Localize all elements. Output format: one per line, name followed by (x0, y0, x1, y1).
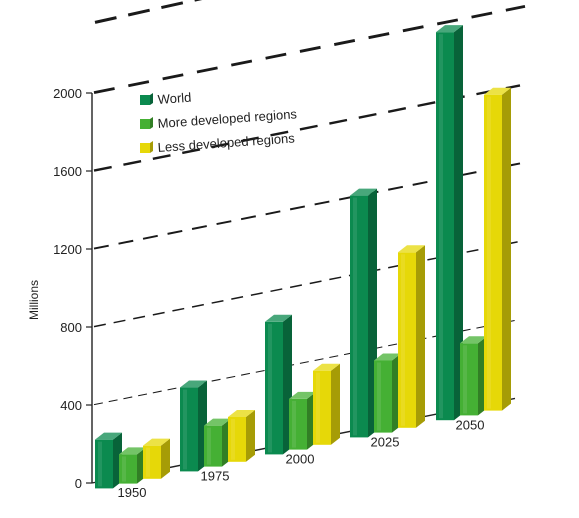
bar-front (436, 32, 454, 421)
bars (95, 25, 511, 489)
bar-front (119, 454, 137, 484)
bar-front (265, 321, 283, 455)
bar-highlight (487, 96, 491, 409)
bar-top (398, 245, 425, 253)
bar-top (204, 418, 231, 426)
bar-highlight (377, 362, 381, 431)
bar (119, 447, 146, 484)
bar-front (484, 94, 502, 411)
bar (95, 432, 122, 489)
bar-front (313, 370, 331, 445)
gridline (94, 0, 203, 24)
bar-front (180, 387, 198, 472)
bar-side (502, 87, 511, 411)
bar-top (484, 87, 511, 95)
legend-swatch-side (150, 117, 153, 129)
x-tick-label: 2000 (286, 451, 315, 466)
legend-label: More developed regions (157, 106, 298, 131)
bar (460, 336, 487, 416)
legend-swatch-side (150, 141, 153, 153)
bar-side (416, 245, 425, 428)
y-tick-label: 2000 (53, 86, 82, 101)
bar (265, 314, 292, 455)
bar-side (246, 409, 255, 462)
legend-swatch (140, 119, 150, 129)
bar-front (350, 195, 368, 438)
bar-front (143, 445, 161, 479)
bar (398, 245, 425, 428)
bar-highlight (353, 197, 357, 436)
bar (436, 25, 463, 421)
y-axis-label: Millions (27, 280, 41, 320)
bar-top (460, 336, 487, 344)
x-tick-label: 2050 (456, 417, 485, 432)
bar-side (454, 25, 463, 421)
bar-top (350, 188, 377, 196)
legend-swatch (140, 95, 150, 105)
bar-side (161, 438, 170, 479)
y-tick-label: 800 (60, 320, 82, 335)
bar-highlight (98, 441, 102, 487)
bar-highlight (207, 427, 211, 465)
legend-swatch-side (150, 93, 153, 105)
bar-top (228, 409, 255, 417)
bar-front (398, 252, 416, 428)
bar-front (374, 360, 392, 433)
bar-top (180, 380, 207, 388)
bar-highlight (316, 372, 320, 443)
bar (180, 380, 207, 472)
y-tick-label: 0 (75, 476, 82, 491)
bar (313, 363, 340, 445)
bar-top (289, 391, 316, 399)
bar-top (374, 353, 401, 361)
gridline (93, 5, 526, 94)
bar-front (289, 398, 307, 450)
bar-top (95, 432, 122, 440)
bar (484, 87, 511, 411)
bar-top (436, 25, 463, 33)
y-tick-label: 1600 (53, 164, 82, 179)
x-axis: 1950 1975 2000 2025 2050 (118, 417, 485, 500)
bar-highlight (231, 418, 235, 460)
bar-top (119, 447, 146, 455)
bar (289, 391, 316, 450)
bar (374, 353, 401, 433)
bar (228, 409, 255, 462)
bar-highlight (122, 456, 126, 482)
bar-top (265, 314, 292, 322)
legend-label: World (157, 90, 192, 107)
x-tick-label: 1950 (118, 485, 147, 500)
bar-highlight (463, 345, 467, 414)
bar-highlight (439, 34, 443, 419)
bar-front (204, 425, 222, 467)
bar-front (228, 416, 246, 462)
bar (204, 418, 231, 467)
y-tick-label: 400 (60, 398, 82, 413)
x-tick-label: 2025 (371, 434, 400, 449)
legend-label: Less developed regions (157, 130, 296, 155)
bar (350, 188, 377, 438)
bar-front (95, 439, 113, 489)
bar-highlight (183, 389, 187, 470)
bar-highlight (401, 254, 405, 426)
bar-highlight (146, 447, 150, 477)
legend-swatch (140, 143, 150, 153)
bar-top (313, 363, 340, 371)
bar-highlight (292, 400, 296, 448)
bar-side (331, 363, 340, 445)
x-tick-label: 1975 (201, 468, 230, 483)
bar (143, 438, 170, 479)
bar-front (460, 343, 478, 416)
bar-highlight (268, 323, 272, 453)
bar-top (143, 438, 170, 446)
y-tick-label: 1200 (53, 242, 82, 257)
